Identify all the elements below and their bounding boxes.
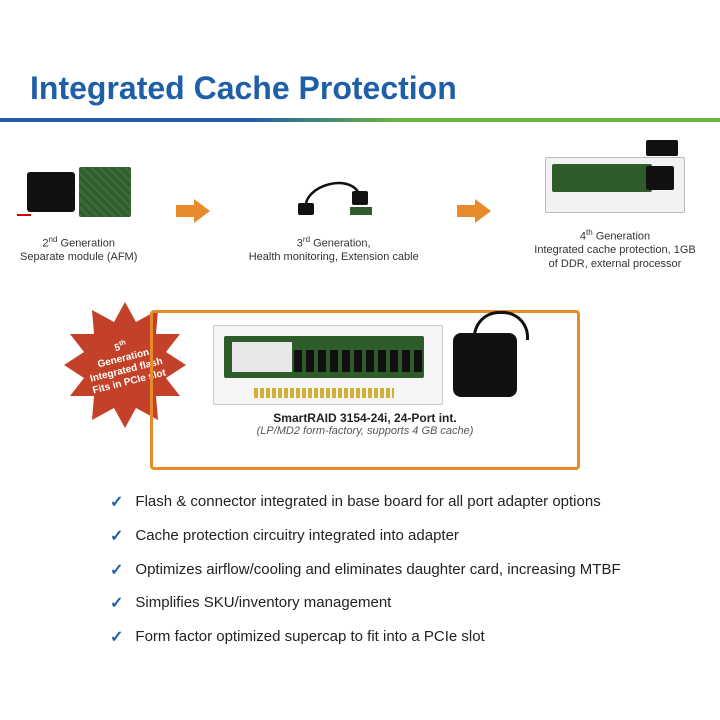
arrow-icon <box>176 199 210 223</box>
list-item: ✓Optimizes airflow/cooling and eliminate… <box>110 560 670 582</box>
list-item: ✓Form factor optimized supercap to fit i… <box>110 627 670 649</box>
gen4-image <box>545 150 685 220</box>
gen2-block: 2nd Generation Separate module (AFM) <box>20 157 137 265</box>
gen3-block: 3rd Generation, Health monitoring, Exten… <box>249 157 419 265</box>
supercap-icon <box>453 333 517 397</box>
gen3-image <box>294 157 374 227</box>
check-icon: ✓ <box>110 561 123 582</box>
page-title: Integrated Cache Protection <box>30 70 457 107</box>
list-item: ✓Simplifies SKU/inventory management <box>110 593 670 615</box>
list-item: ✓Cache protection circuitry integrated i… <box>110 526 670 548</box>
afm-module-icon <box>27 172 75 212</box>
gen2-caption: 2nd Generation Separate module (AFM) <box>20 235 137 265</box>
extension-cable-icon <box>294 167 374 217</box>
title-divider <box>0 118 720 122</box>
check-icon: ✓ <box>110 527 123 548</box>
featured-product: SmartRAID 3154-24i, 24-Port int. (LP/MD2… <box>150 310 580 470</box>
gen4-caption: 4th Generation Integrated cache protecti… <box>530 228 700 272</box>
gen3-caption: 3rd Generation, Health monitoring, Exten… <box>249 235 419 265</box>
pcb-icon <box>79 167 131 217</box>
gen2-image <box>27 157 131 227</box>
check-icon: ✓ <box>110 628 123 649</box>
featured-title: SmartRAID 3154-24i, 24-Port int. <box>273 411 456 425</box>
raid-card-icon <box>545 157 685 213</box>
benefits-list: ✓Flash & connector integrated in base bo… <box>110 492 670 661</box>
gen4-block: 4th Generation Integrated cache protecti… <box>530 150 700 272</box>
generation-timeline: 2nd Generation Separate module (AFM) 3rd… <box>20 150 700 272</box>
check-icon: ✓ <box>110 594 123 615</box>
arrow-icon <box>457 199 491 223</box>
list-item: ✓Flash & connector integrated in base bo… <box>110 492 670 514</box>
smartraid-card-icon <box>213 325 443 405</box>
check-icon: ✓ <box>110 493 123 514</box>
featured-subtitle: (LP/MD2 form-factory, supports 4 GB cach… <box>257 425 474 437</box>
